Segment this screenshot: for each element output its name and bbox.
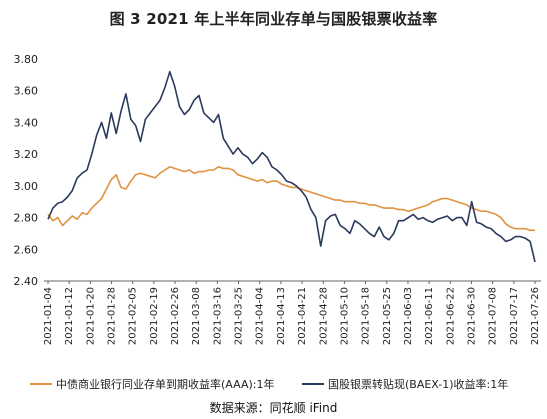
- x-tick-label: 2021-04-04: [255, 287, 266, 345]
- x-tick-label: 2021-03-16: [212, 287, 223, 345]
- y-tick-label: 2.40: [14, 275, 39, 288]
- x-tick-label: 2021-05-25: [382, 287, 393, 345]
- x-tick-label: 2021-05-10: [339, 287, 350, 345]
- legend-label-1: 中债商业银行同业存单到期收益率(AAA):1年: [56, 377, 274, 391]
- series-layer: [47, 70, 536, 263]
- x-tick-label: 2021-01-12: [64, 287, 75, 345]
- x-tick-label: 2021-03-25: [234, 287, 245, 345]
- y-tick-label: 3.20: [14, 148, 39, 161]
- y-axis: 3.80 3.60 3.40 3.20 3.00 2.80 2.60 2.40: [14, 53, 39, 288]
- source-note: 数据来源：同花顺 iFind: [209, 401, 338, 415]
- x-tick-label: 2021-07-17: [509, 287, 520, 345]
- x-tick-label: 2021-06-22: [445, 287, 456, 345]
- y-tick-label: 3.80: [14, 53, 39, 66]
- x-tick-label: 2021-06-11: [424, 287, 435, 345]
- x-tick-label: 2021-03-08: [191, 287, 202, 345]
- x-tick-label: 2021-04-13: [276, 287, 287, 345]
- series-line-2: [47, 70, 536, 263]
- x-tick-label: 2021-04-28: [318, 287, 329, 345]
- x-tick-label: 2021-05-18: [361, 287, 372, 345]
- x-tick-label: 2021-07-08: [488, 287, 499, 345]
- x-tick-label: 2021-02-19: [149, 287, 160, 345]
- y-tick-label: 3.60: [14, 85, 39, 98]
- x-tick-label: 2021-06-30: [466, 287, 477, 345]
- x-axis: 2021-01-04 2021-01-12 2021-01-20 2021-01-28…: [43, 280, 541, 345]
- legend-label-2: 国股银票转贴现(BAEX-1)收益率:1年: [328, 377, 508, 391]
- x-tick-label: 2021-02-05: [128, 287, 139, 345]
- y-tick-label: 3.40: [14, 116, 39, 129]
- y-tick-label: 2.60: [14, 243, 39, 256]
- x-tick-label: 2021-07-26: [530, 287, 541, 345]
- x-tick-label: 2021-01-04: [43, 287, 54, 345]
- x-tick-label: 2021-04-21: [297, 287, 308, 345]
- y-tick-label: 2.80: [14, 212, 39, 225]
- x-tick-label: 2021-01-28: [107, 287, 118, 345]
- x-tick-label: 2021-02-26: [170, 287, 181, 345]
- x-tick-label: 2021-06-03: [403, 287, 414, 345]
- legend: 中债商业银行同业存单到期收益率(AAA):1年 国股银票转贴现(BAEX-1)收益…: [30, 377, 508, 391]
- series-line-1: [47, 166, 535, 232]
- y-tick-label: 3.00: [14, 180, 39, 193]
- x-tick-label: 2021-01-20: [85, 287, 96, 345]
- chart-title: 图 3 2021 年上半年同业存单与国股银票收益率: [109, 10, 438, 28]
